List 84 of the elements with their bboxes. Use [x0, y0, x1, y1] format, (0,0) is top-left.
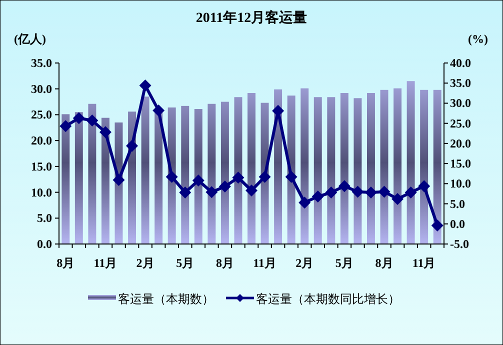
y-tick-label: 5.0: [37, 211, 52, 226]
y2-tick-label: 30.0: [450, 96, 471, 110]
point: [364, 186, 377, 199]
point: [152, 104, 165, 116]
x-tick-label: 8月: [216, 256, 234, 270]
point: [72, 112, 85, 124]
bar: [300, 88, 309, 244]
point: [179, 186, 192, 199]
point: [206, 186, 218, 198]
bar: [367, 92, 375, 244]
point: [246, 184, 258, 197]
y2-tick-label: 5.0: [450, 196, 465, 211]
legend-客运量（本期数）: 客运量（本期数）: [88, 292, 214, 306]
legend-label: 客运量（本期数同比增长）: [256, 292, 400, 306]
point: [298, 196, 311, 209]
x-tick-label: 2月: [136, 256, 154, 270]
point: [378, 186, 390, 198]
bar: [394, 88, 402, 244]
point: [86, 114, 98, 127]
bar: [74, 112, 83, 244]
point: [338, 180, 350, 192]
bar: [354, 98, 362, 244]
y2-tick-label: 10.0: [450, 176, 471, 191]
y-tick-label: 35.0: [31, 56, 52, 70]
bar: [194, 109, 202, 244]
point: [232, 172, 244, 184]
bar: [234, 97, 242, 244]
y-tick-label: 25.0: [31, 108, 52, 122]
point: [312, 190, 324, 203]
x-tick-label: 8月: [375, 256, 394, 270]
bar: [62, 114, 70, 244]
legend-客运量（本期数同比增长）: 客运量（本期数同比增长）: [226, 292, 400, 306]
y2-tick-label: -5.0: [450, 237, 469, 251]
bar: [141, 96, 150, 244]
x-tick-label: 11月: [253, 256, 276, 270]
bar: [314, 97, 322, 244]
point: [126, 140, 138, 152]
bar: [340, 92, 348, 244]
y-tick-label: 10.0: [31, 185, 52, 200]
point: [166, 170, 178, 183]
point: [258, 170, 271, 183]
y-tick-label: 20.0: [31, 134, 52, 148]
point: [392, 192, 404, 205]
y2-tick-label: 25.0: [450, 116, 471, 130]
bar: [420, 90, 428, 244]
point: [112, 174, 125, 186]
x-tick-label: 5月: [176, 256, 194, 270]
point: [325, 186, 338, 199]
point: [352, 186, 364, 198]
bar: [101, 118, 110, 244]
x-tick-label: 11月: [94, 256, 118, 270]
chart-title: 2011年12月客运量: [196, 9, 308, 26]
x-tick-label: 11月: [412, 256, 436, 270]
y-tick-label: 15.0: [31, 159, 52, 174]
y2-tick-label: 35.0: [450, 76, 471, 90]
bar: [220, 102, 229, 244]
point: [60, 120, 72, 132]
point: [218, 180, 231, 192]
y-tick-label: 0.0: [37, 237, 52, 251]
bar: [208, 104, 216, 244]
x-tick-label: 2月: [296, 256, 314, 270]
y2-tick-label: 15.0: [450, 156, 471, 171]
point: [192, 174, 204, 186]
y2-tick-label: 40.0: [450, 56, 471, 70]
point: [431, 220, 444, 232]
y-tick-label: 30.0: [31, 82, 52, 96]
point: [418, 180, 430, 192]
bar: [327, 97, 336, 244]
point: [99, 126, 112, 138]
point: [285, 170, 298, 183]
legend-label: 客运量（本期数）: [118, 292, 214, 306]
x-tick-label: 8月: [56, 256, 75, 270]
bar: [433, 90, 442, 244]
bar: [88, 104, 96, 244]
point: [404, 186, 417, 199]
point: [139, 80, 152, 92]
y-axis-title: (亿人): [14, 32, 46, 46]
y2-tick-label: 0.0: [450, 216, 465, 231]
bar: [181, 106, 190, 244]
bar: [406, 81, 415, 244]
y2-tick-label: 20.0: [450, 136, 471, 150]
x-tick-label: 5月: [335, 256, 354, 270]
bar: [248, 92, 256, 244]
y2-axis-title: (%): [468, 32, 488, 46]
